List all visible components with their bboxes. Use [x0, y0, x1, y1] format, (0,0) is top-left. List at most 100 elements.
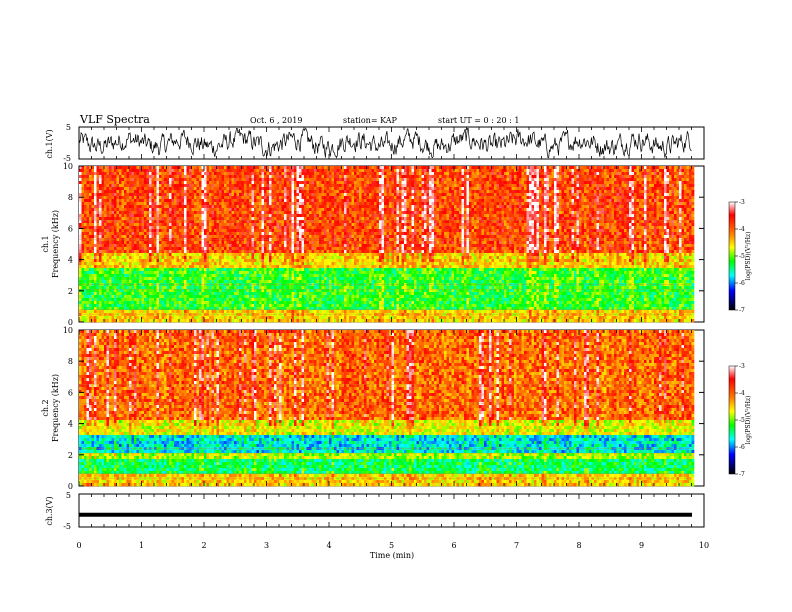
spectrogram-cell — [129, 187, 132, 190]
spectrogram-cell — [282, 295, 285, 298]
spectrogram-cell — [277, 265, 280, 268]
spectrogram-cell — [254, 175, 257, 178]
spectrogram-cell — [244, 313, 247, 316]
spectrogram-cell — [244, 169, 247, 172]
spectrogram-cell — [232, 205, 235, 208]
spectrogram-cell — [279, 211, 282, 214]
spectrogram-cell — [294, 265, 297, 268]
spectrogram-cell — [209, 298, 212, 301]
spectrogram-cell — [134, 166, 137, 169]
spectrogram-cell — [279, 205, 282, 208]
spectrogram-cell — [199, 262, 202, 265]
spectrogram-cell — [197, 244, 200, 247]
spectrogram-cell — [184, 298, 187, 301]
spectrogram-cell — [114, 172, 117, 175]
spectrogram-cell — [219, 223, 222, 226]
spectrogram-cell — [87, 229, 90, 232]
spectrogram-cell — [272, 217, 275, 220]
spectrogram-cell — [159, 208, 162, 211]
spectrogram-cell — [237, 208, 240, 211]
spectrogram-cell — [234, 226, 237, 229]
spectrogram-cell — [197, 256, 200, 259]
spectrogram-cell — [192, 256, 195, 259]
spectrogram-cell — [164, 262, 167, 265]
spectrogram-cell — [202, 172, 205, 175]
spectrogram-cell — [122, 235, 125, 238]
spectrogram-cell — [109, 277, 112, 280]
spectrogram-cell — [264, 280, 267, 283]
spectrogram-cell — [277, 241, 280, 244]
spectrogram-cell — [217, 175, 220, 178]
spectrogram-cell — [279, 304, 282, 307]
spectrogram-cell — [122, 193, 125, 196]
spectrogram-cell — [192, 238, 195, 241]
spectrogram-cell — [122, 295, 125, 298]
spectrogram-cell — [102, 226, 105, 229]
spectrogram-cell — [309, 256, 312, 259]
spectrogram-cell — [264, 256, 267, 259]
spectrogram-cell — [147, 250, 150, 253]
spectrogram-cell — [99, 217, 102, 220]
spectrogram-cell — [117, 292, 120, 295]
spectrogram-cell — [212, 193, 215, 196]
spectrogram-cell — [282, 313, 285, 316]
spectrogram-cell — [249, 295, 252, 298]
spectrogram-cell — [224, 295, 227, 298]
spectrogram-cell — [309, 199, 312, 202]
spectrogram-cell — [314, 241, 317, 244]
spectrogram-cell — [237, 310, 240, 313]
spectrogram-cell — [312, 310, 315, 313]
spectrogram-cell — [227, 310, 230, 313]
spectrogram-cell — [299, 298, 302, 301]
spectrogram-cell — [142, 304, 145, 307]
spectrogram-cell — [257, 244, 260, 247]
spectrogram-cell — [207, 187, 210, 190]
spectrogram-cell — [182, 181, 185, 184]
spectrogram-cell — [279, 244, 282, 247]
spectrogram-cell — [212, 184, 215, 187]
spectrogram-cell — [139, 247, 142, 250]
spectrogram-cell — [202, 208, 205, 211]
spectrogram-cell — [97, 199, 100, 202]
spectrogram-cell — [269, 196, 272, 199]
spectrogram-cell — [194, 286, 197, 289]
spectrogram-cell — [309, 190, 312, 193]
spectrogram-cell — [169, 223, 172, 226]
spectrogram-cell — [197, 217, 200, 220]
spectrogram-cell — [244, 274, 247, 277]
spectrogram-cell — [187, 316, 190, 319]
spectrogram-cell — [112, 271, 115, 274]
spectrogram-cell — [117, 193, 120, 196]
spectrogram-cell — [162, 196, 165, 199]
spectrogram-cell — [299, 205, 302, 208]
spectrogram-cell — [207, 298, 210, 301]
spectrogram-cell — [179, 229, 182, 232]
spectrogram-cell — [239, 238, 242, 241]
spectrogram-cell — [257, 169, 260, 172]
spectrogram-cell — [259, 181, 262, 184]
spectrogram-cell — [159, 244, 162, 247]
spectrogram-cell — [232, 175, 235, 178]
spectrogram-cell — [154, 292, 157, 295]
spectrogram-cell — [202, 253, 205, 256]
spectrogram-cell — [122, 262, 125, 265]
spectrogram-cell — [124, 313, 127, 316]
spectrogram-cell — [209, 277, 212, 280]
spectrogram-cell — [239, 292, 242, 295]
spectrogram-cell — [144, 301, 147, 304]
spectrogram-cell — [219, 268, 222, 271]
spectrogram-cell — [179, 196, 182, 199]
spectrogram-cell — [164, 232, 167, 235]
spectrogram-cell — [159, 259, 162, 262]
spectrogram-cell — [269, 319, 272, 322]
spectrogram-cell — [99, 292, 102, 295]
spectrogram-cell — [202, 196, 205, 199]
spectrogram-cell — [169, 298, 172, 301]
spectrogram-cell — [279, 214, 282, 217]
spectrogram-cell — [154, 211, 157, 214]
spectrogram-cell — [287, 277, 290, 280]
spectrogram-cell — [82, 310, 85, 313]
spectrogram-cell — [124, 205, 127, 208]
spectrogram-cell — [162, 271, 165, 274]
spectrogram-cell — [89, 268, 92, 271]
